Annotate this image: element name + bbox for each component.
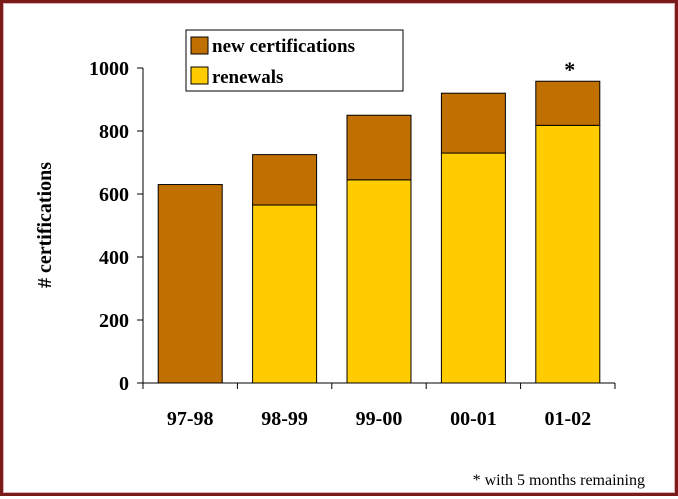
y-tick-label: 800: [99, 121, 129, 143]
x-tick-label: 01-02: [544, 408, 591, 430]
bar-new-certifications-97-98: [157, 184, 223, 384]
y-tick-label: 400: [99, 247, 129, 269]
bars-group: [157, 80, 601, 384]
x-tick-label: 00-01: [450, 408, 497, 430]
y-axis-title: # certifications: [34, 162, 56, 288]
y-tick-label: 200: [99, 310, 129, 332]
x-tick-group: 97-98 98-99 99-00 00-01 01-02: [142, 383, 616, 430]
bar-new-certifications-01-02: [535, 80, 601, 126]
legend: new certifications renewals: [185, 29, 404, 92]
y-tick-group: 0 200 400 600 800 1000: [89, 58, 143, 395]
annotation-asterisk: *: [564, 57, 575, 82]
legend-label-renewals: renewals: [212, 67, 283, 88]
legend-swatch-renewals: [190, 66, 209, 85]
x-tick-label: 97-98: [167, 408, 214, 430]
bar-new-certifications-98-99: [252, 154, 318, 206]
x-tick-label: 99-00: [356, 408, 403, 430]
bar-renewals-00-01: [440, 152, 506, 384]
bar-new-certifications-99-00: [346, 114, 412, 181]
legend-swatch-new-certifications: [190, 36, 209, 55]
bar-renewals-98-99: [252, 204, 318, 384]
legend-label-new-certifications: new certifications: [212, 36, 355, 57]
stacked-bar-chart: 0 200 400 600 800 1000 97-98 98-99 99-00 00-01 01…: [34, 29, 645, 489]
bar-new-certifications-00-01: [440, 92, 506, 154]
axes-group: [142, 68, 615, 384]
x-tick-label: 98-99: [261, 408, 308, 430]
footnote: * with 5 months remaining: [473, 472, 645, 489]
annotation-group: *: [564, 57, 575, 82]
y-tick-label: 600: [99, 184, 129, 206]
y-tick-label: 0: [119, 373, 129, 395]
bar-renewals-01-02: [535, 124, 601, 384]
legend-box: [185, 29, 404, 92]
y-tick-label: 1000: [89, 58, 129, 80]
bar-renewals-99-00: [346, 179, 412, 384]
